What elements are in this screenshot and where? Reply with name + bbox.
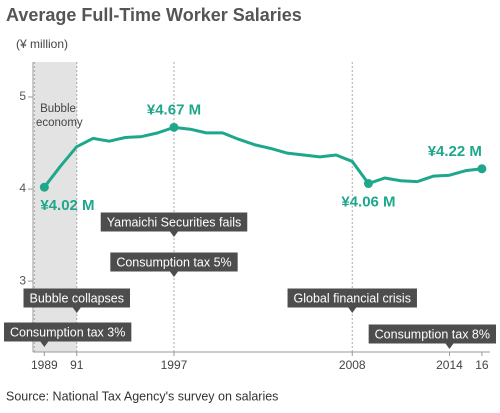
annotation-box — [368, 324, 496, 344]
annotation-text: Yamaichi Securities fails — [107, 215, 242, 229]
annotation-box — [100, 212, 248, 232]
x-tick-label: 16 — [475, 358, 489, 372]
annotation-box — [23, 288, 131, 308]
annotation-pointer — [40, 341, 49, 347]
value-label: ¥4.06 M — [341, 193, 395, 210]
y-axis-label: (¥ million) — [16, 37, 68, 51]
annotation-pointer — [72, 307, 81, 313]
annotation-pointer — [348, 307, 357, 313]
annotation-box — [110, 252, 238, 272]
annotation-box — [4, 322, 132, 342]
annotation-pointer — [169, 231, 178, 237]
point — [477, 164, 487, 174]
annotation: Consumption tax 5% — [110, 252, 238, 277]
annotation: Bubble collapses — [23, 288, 131, 313]
point — [363, 179, 373, 189]
annotation-pointer — [445, 343, 454, 349]
annotation: Global financial crisis — [287, 288, 417, 313]
y-tick-label: 4 — [19, 181, 26, 195]
point — [39, 182, 49, 192]
y-tick-label: 5 — [19, 89, 26, 103]
x-tick-label: 2008 — [339, 358, 366, 372]
annotation-box — [287, 288, 417, 308]
annotation-text: Consumption tax 5% — [116, 255, 231, 269]
value-label: ¥4.22 M — [428, 143, 482, 160]
annotation: Consumption tax 3% — [4, 322, 132, 347]
chart-title: Average Full-Time Worker Salaries — [6, 5, 302, 25]
x-tick-label: 1997 — [161, 358, 188, 372]
annotation-pointer — [169, 271, 178, 277]
x-tick-label: 2014 — [436, 358, 463, 372]
x-tick-label: 91 — [70, 358, 84, 372]
x-tick-label: 1989 — [31, 358, 58, 372]
annotation-text: Consumption tax 3% — [10, 325, 125, 339]
value-label: ¥4.67 M — [147, 101, 201, 118]
annotation-text: Consumption tax 8% — [375, 327, 490, 341]
value-label: ¥4.02 M — [40, 197, 94, 214]
y-tick-label: 3 — [19, 273, 26, 287]
annotation: Yamaichi Securities fails — [100, 212, 248, 237]
point — [169, 122, 179, 132]
annotation-text: Bubble collapses — [29, 291, 124, 305]
annotation: Consumption tax 8% — [368, 324, 496, 349]
shaded-region-label: Bubble economy — [36, 103, 83, 129]
annotation-text: Global financial crisis — [294, 291, 411, 305]
source: Source: National Tax Agency's survey on … — [6, 389, 278, 403]
line — [43, 125, 483, 189]
